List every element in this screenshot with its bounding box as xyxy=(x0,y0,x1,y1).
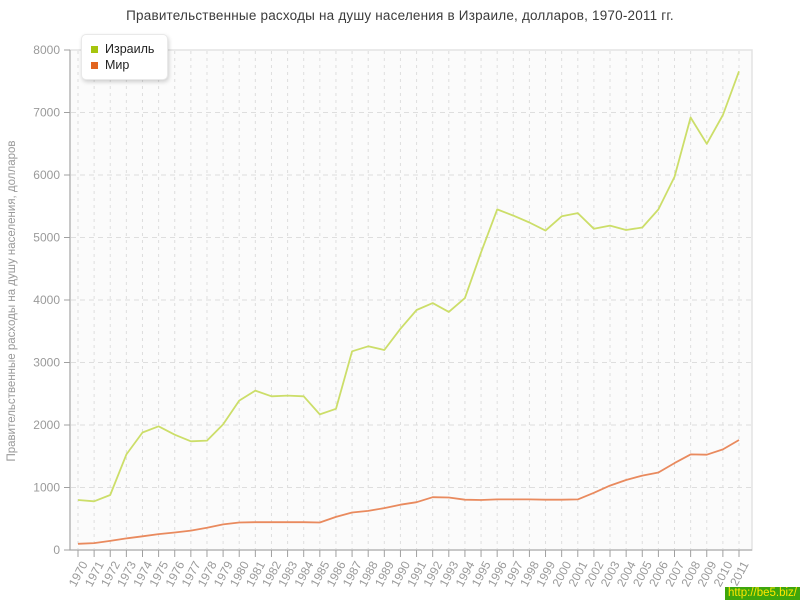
y-tick-label: 1000 xyxy=(33,481,60,495)
y-tick-label: 6000 xyxy=(33,168,60,182)
legend-swatch-israel xyxy=(91,45,98,53)
y-tick-label: 5000 xyxy=(33,231,60,245)
y-tick-label: 0 xyxy=(53,543,60,557)
y-tick-label: 3000 xyxy=(33,356,60,370)
legend-swatch-world xyxy=(91,61,98,69)
legend-label-israel: Израиль xyxy=(105,42,155,56)
world-line xyxy=(77,439,740,545)
legend: Израиль Мир xyxy=(81,34,169,80)
legend-item-world: Мир xyxy=(91,58,154,72)
y-tick-label: 7000 xyxy=(33,106,60,120)
y-tick-label: 8000 xyxy=(33,43,60,57)
israel-line xyxy=(77,70,740,503)
y-tick-label: 2000 xyxy=(33,418,60,432)
legend-label-world: Мир xyxy=(105,58,130,72)
watermark-link[interactable]: http://be5.biz/ xyxy=(724,587,800,600)
y-tick-label: 4000 xyxy=(33,293,60,307)
chart-title: Правительственные расходы на душу населе… xyxy=(126,8,674,23)
legend-item-israel: Израиль xyxy=(91,42,154,56)
y-axis-label: Правительственные расходы на душу населе… xyxy=(6,140,18,462)
